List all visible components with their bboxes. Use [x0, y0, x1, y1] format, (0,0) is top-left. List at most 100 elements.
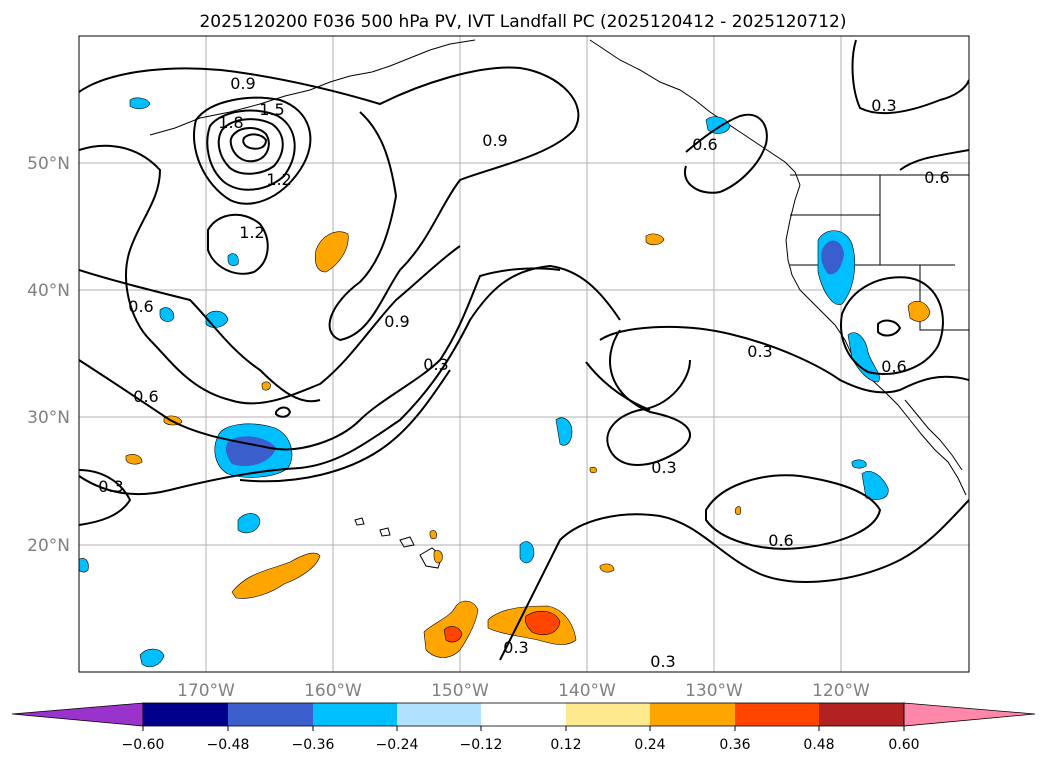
coastline-gulf-california: [904, 399, 963, 471]
hawaii-kauai: [354, 517, 365, 526]
lat-tick-label: 40°N: [27, 281, 70, 301]
contour-label: 0.9: [230, 74, 255, 93]
pv-contour-06-northeast: [683, 113, 768, 194]
colorbar-tick-label: −0.48: [207, 737, 250, 753]
contour-label: 0.9: [384, 312, 409, 331]
contour-label: 0.6: [692, 135, 717, 154]
colorbar-tick-label: −0.12: [460, 737, 503, 753]
pv-contour-small-cal: [877, 319, 902, 337]
colorbar-segment: [650, 703, 735, 726]
colorbar-tick-label: 0.60: [888, 737, 919, 753]
fill-pos-26n-174w: [125, 454, 143, 465]
pv-contour-09-north: [79, 66, 580, 342]
fill-neg-small-1: [159, 307, 175, 322]
pv-contour-vortex-core: [242, 133, 268, 150]
fill-neg-small-4: [227, 253, 239, 266]
lon-tick-label: 150°W: [431, 681, 489, 701]
state-borders: [790, 174, 969, 331]
lat-tick-label: 20°N: [27, 536, 70, 556]
pv-contour-06-south: [499, 499, 969, 661]
pv-contour-low-center: [239, 369, 451, 483]
colorbar-tick-label: −0.36: [292, 737, 335, 753]
chart-title: 2025120200 F036 500 hPa PV, IVT Landfall…: [199, 12, 846, 32]
fill-pos-14n-143w-core: [524, 610, 561, 635]
contour-label: 0.3: [423, 355, 448, 374]
lon-tick-labels: 170°W 160°W 150°W 140°W 130°W 120°W: [177, 681, 870, 701]
pv-contour-06-east-loop: [705, 474, 882, 550]
fill-pos-14n-150w-core: [443, 626, 463, 643]
contour-label: 0.3: [98, 477, 123, 496]
colorbar-segment: [566, 703, 650, 726]
fill-neg-small-5: [851, 459, 867, 469]
pv-contour-03-south-pacific: [585, 361, 651, 411]
map-frame: [78, 35, 970, 673]
contour-label: 0.3: [651, 458, 676, 477]
fill-neg-55n-132w: [705, 116, 731, 134]
fill-pos-20n-153w-b: [429, 530, 437, 540]
coastline-westcoast: [785, 184, 967, 496]
colorbar-extend-min: [11, 702, 144, 727]
pv-contour-labels: 0.9 1.5 1.8 1.2 1.2 0.6 0.6 0.9 0.9 0.3 …: [98, 74, 949, 671]
hawaii-oahu: [379, 527, 391, 537]
fill-pos-45n-136w: [645, 233, 665, 246]
contour-label: 1.2: [239, 223, 264, 242]
coastline-alaska-gulf: [589, 39, 801, 186]
colorbar-frame: [142, 702, 905, 727]
contour-label: 1.2: [266, 170, 291, 189]
ivt-pc-fills: [79, 97, 931, 668]
colorbar-segment: [143, 703, 228, 726]
fill-pos-small-b: [734, 506, 742, 515]
fill-neg-57n-175w: [129, 97, 151, 110]
fill-pos-17n-165w: [231, 552, 321, 599]
contour-label: 0.3: [650, 652, 675, 671]
colorbar-tick-label: 0.48: [803, 737, 834, 753]
pv-contour-03-main: [79, 264, 621, 496]
contour-label: 0.6: [128, 297, 153, 316]
fill-pos-small-a: [589, 466, 597, 474]
coastlines: [149, 39, 969, 496]
lon-tick-label: 130°W: [685, 681, 743, 701]
lon-tick-label: 170°W: [177, 681, 235, 701]
fill-neg-california-core: [821, 240, 844, 275]
lat-tick-label: 50°N: [27, 154, 70, 174]
colorbar-tick-labels: −0.60 −0.48 −0.36 −0.24 −0.12 0.12 0.24 …: [122, 737, 920, 753]
pv-contours: [79, 39, 969, 661]
lat-tick-labels: 50°N 40°N 30°N 20°N: [27, 154, 70, 556]
colorbar-tick-label: −0.60: [122, 737, 165, 753]
contour-label: 0.6: [924, 168, 949, 187]
contour-label: 0.9: [482, 131, 507, 150]
pv-contour-06-cal-loop: [840, 276, 944, 375]
contour-label: 0.6: [768, 531, 793, 550]
pv-contour-vortex-1: [193, 96, 312, 205]
lon-tick-label: 120°W: [812, 681, 870, 701]
fill-pos-37n-118w: [907, 300, 931, 322]
colorbar-tick-label: 0.12: [550, 737, 581, 753]
fill-neg-small-3: [79, 558, 89, 573]
fill-neg-center-pacific-core: [225, 436, 276, 467]
colorbar-segment: [819, 703, 904, 726]
fill-neg-30n-140w: [555, 417, 573, 446]
contour-label: 0.3: [747, 342, 772, 361]
fill-neg-25n-117w: [861, 471, 889, 500]
lon-tick-label: 140°W: [558, 681, 616, 701]
colorbar-segment: [481, 703, 566, 726]
pv-contour-12-lobe: [207, 213, 269, 275]
pv-contour-vortex-4: [229, 127, 270, 163]
contour-label: 0.3: [871, 96, 896, 115]
colorbar: −0.60 −0.48 −0.36 −0.24 −0.12 0.12 0.24 …: [11, 702, 1036, 753]
fill-neg-baja: [847, 332, 880, 383]
pv-contour-03-upper: [79, 269, 321, 403]
fill-neg-20n-147w: [519, 541, 535, 564]
lon-tick-label: 160°W: [304, 681, 362, 701]
hawaii-maui: [399, 536, 415, 548]
colorbar-extend-max: [903, 702, 1036, 727]
fill-neg-22n-165w: [237, 513, 261, 534]
fill-pos-44n-159w: [315, 231, 349, 273]
map-panel: 0.9 1.5 1.8 1.2 1.2 0.6 0.6 0.9 0.9 0.3 …: [78, 35, 970, 673]
pv-contour-vortex-3: [217, 118, 284, 175]
contour-label: 1.5: [259, 100, 284, 119]
pv-contour-03-northeast: [851, 39, 969, 114]
fill-pos-20n-153w: [433, 550, 443, 564]
contour-label: 0.3: [503, 638, 528, 657]
